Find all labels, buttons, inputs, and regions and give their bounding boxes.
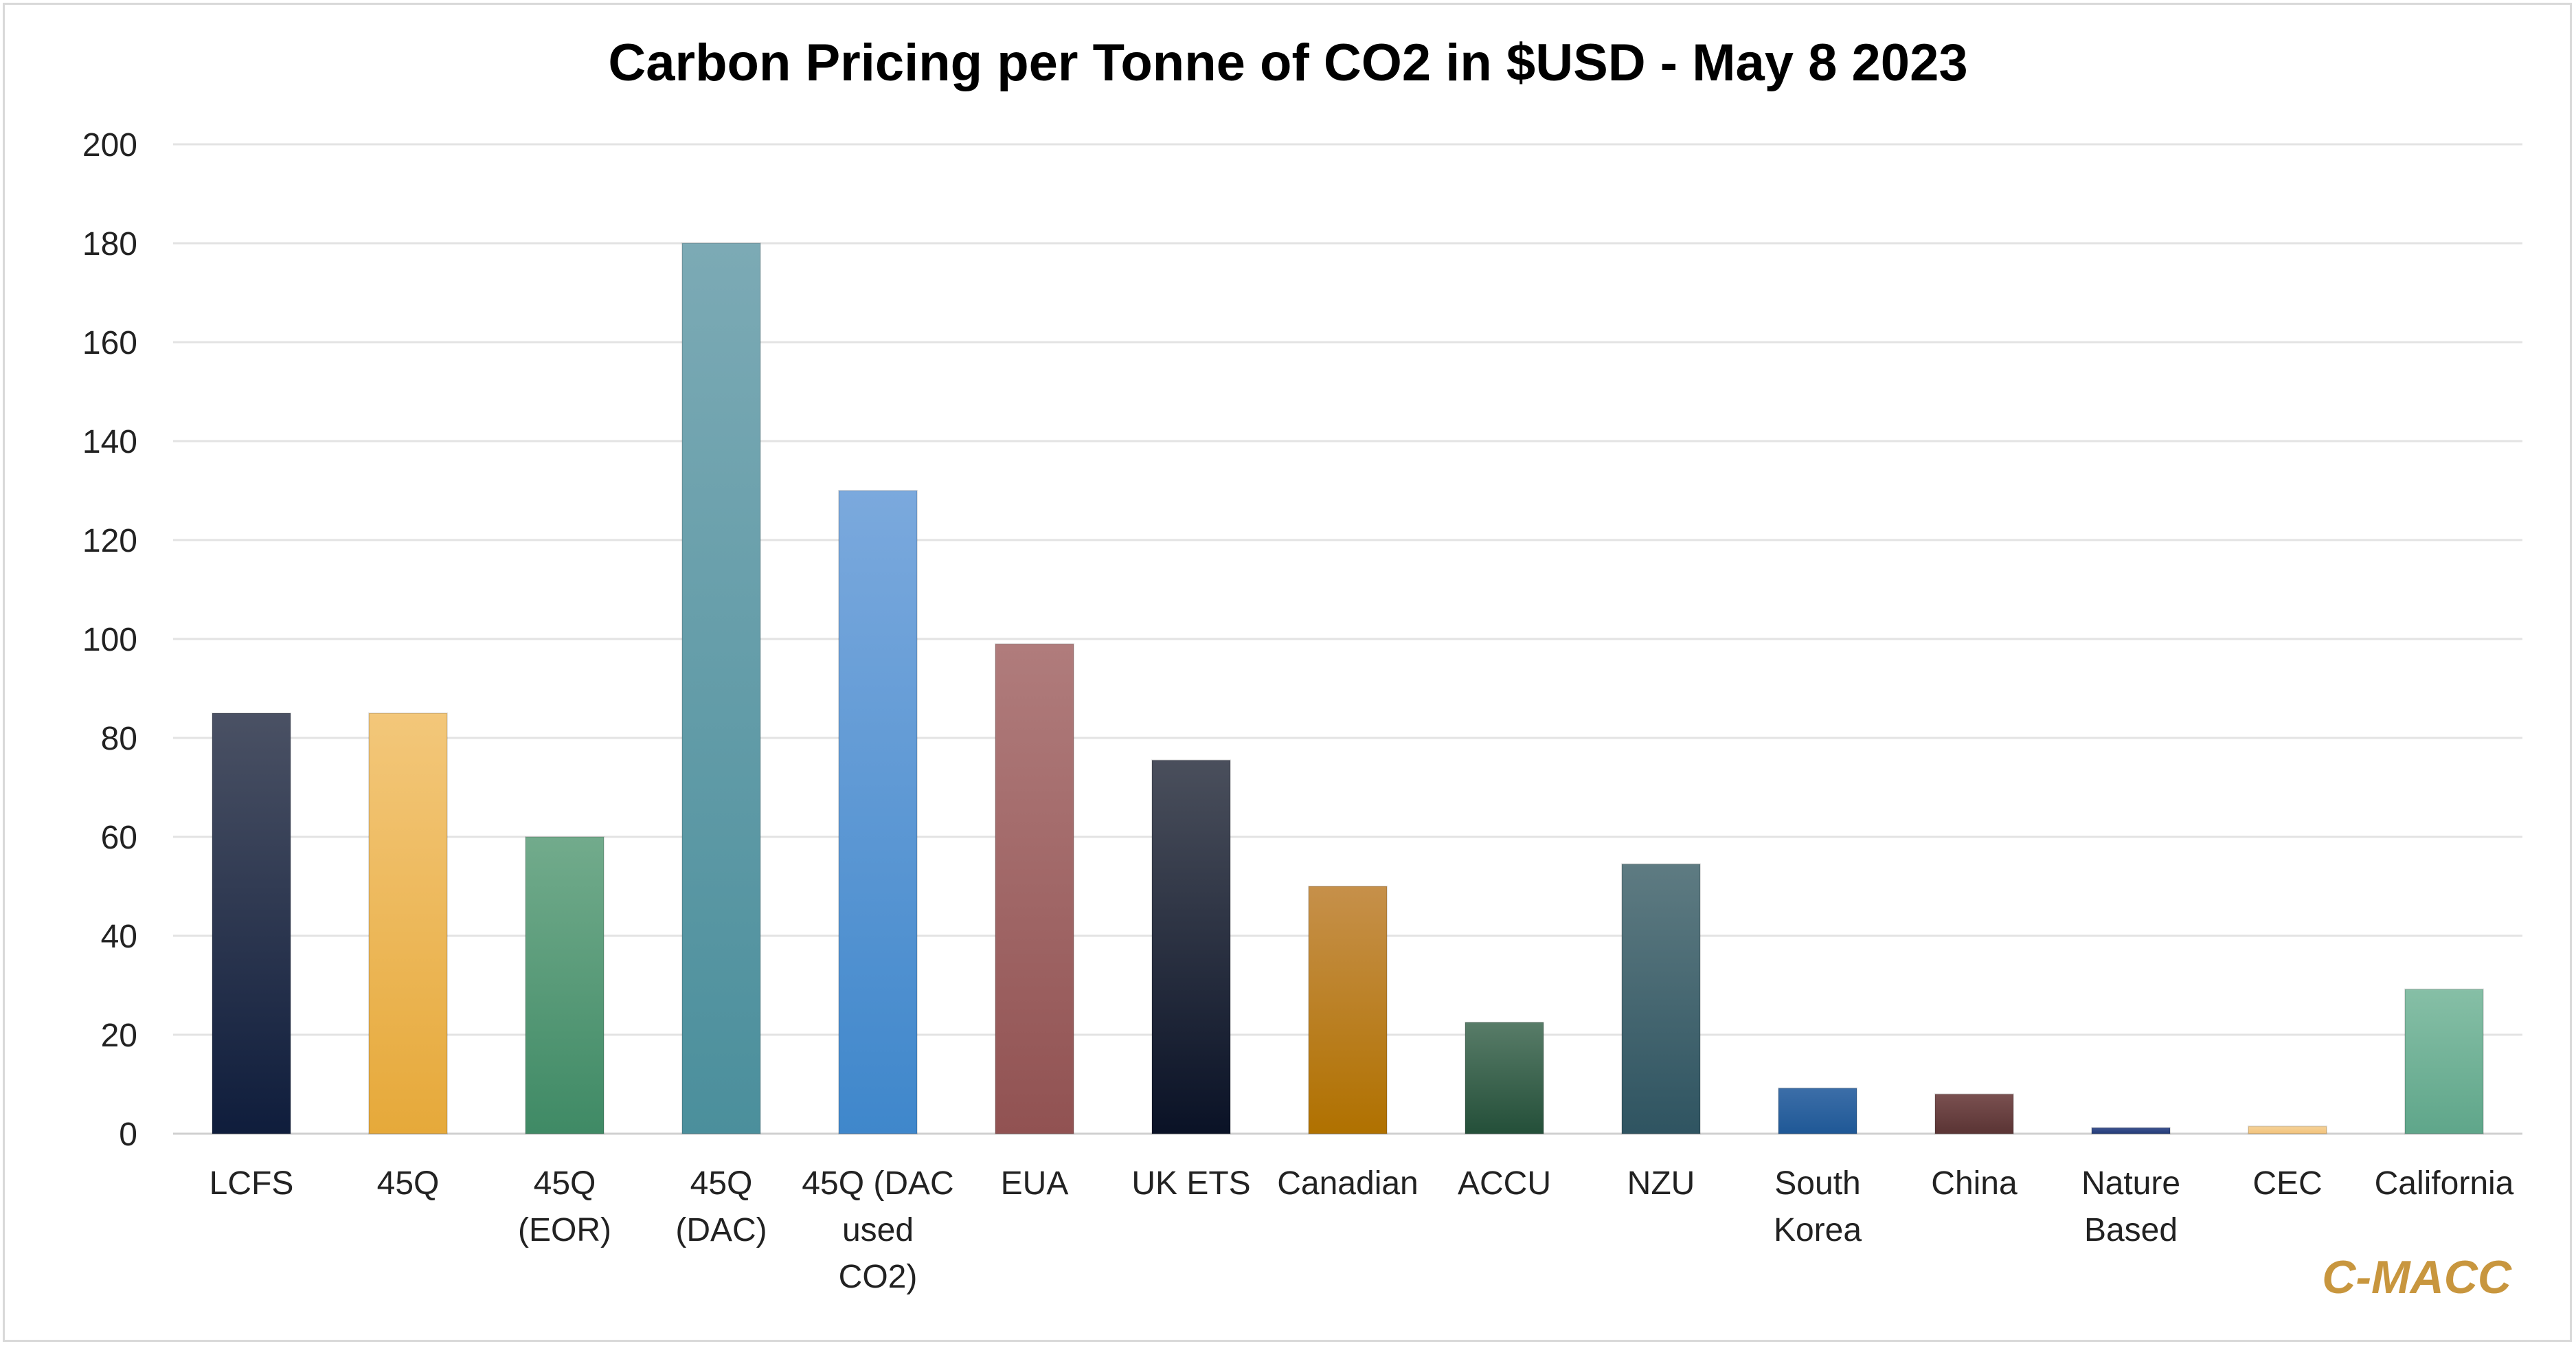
- chart-title: Carbon Pricing per Tonne of CO2 in $USD …: [608, 34, 1968, 92]
- bar: [838, 490, 918, 1134]
- y-tick-label: 200: [82, 127, 137, 164]
- bar: [995, 643, 1074, 1134]
- gridlines: [173, 143, 2522, 1135]
- bar: [2404, 988, 2484, 1135]
- bar: [1308, 886, 1388, 1134]
- c-macc-watermark: C-MACC: [2322, 1251, 2511, 1303]
- x-tick-label: (EOR): [518, 1212, 611, 1248]
- x-tick-label: Canadian: [1277, 1165, 1419, 1202]
- x-tick-label: CO2): [839, 1259, 918, 1295]
- y-tick-label: 20: [101, 1018, 137, 1054]
- x-tick-label: 45Q: [377, 1165, 440, 1202]
- y-tick-label: 180: [82, 226, 137, 262]
- bar: [212, 713, 291, 1134]
- x-tick-label: LCFS: [210, 1165, 294, 1202]
- x-tick-label: UK ETS: [1131, 1165, 1250, 1202]
- bar: [1465, 1022, 1544, 1134]
- x-tick-label: NZU: [1627, 1165, 1695, 1202]
- x-tick-label: South: [1774, 1165, 1860, 1202]
- bars: [212, 243, 2484, 1135]
- bar: [1778, 1087, 1857, 1135]
- bar: [1151, 759, 1231, 1134]
- y-tick-label: 120: [82, 523, 137, 559]
- x-tick-label: used: [842, 1212, 914, 1248]
- bar: [1934, 1093, 2014, 1135]
- y-tick-label: 140: [82, 424, 137, 460]
- x-tick-label: (DAC): [675, 1212, 767, 1248]
- x-axis-category-labels: LCFS 45Q 45Q (EOR) 45Q (DAC) 45Q (DAC used CO2) E…: [210, 1165, 2514, 1295]
- x-tick-label: Nature: [2081, 1165, 2180, 1202]
- x-tick-label: China: [1931, 1165, 2018, 1202]
- y-tick-label: 40: [101, 919, 137, 955]
- bar: [681, 243, 761, 1134]
- y-tick-label: 80: [101, 721, 137, 757]
- x-tick-label: ACCU: [1458, 1165, 1551, 1202]
- x-tick-label: EUA: [1001, 1165, 1069, 1202]
- bar: [368, 713, 448, 1134]
- bar: [1621, 863, 1701, 1134]
- y-tick-label: 0: [119, 1117, 137, 1153]
- x-tick-label: 45Q (DAC: [802, 1165, 953, 1202]
- x-tick-label: Based: [2084, 1212, 2178, 1248]
- y-tick-label: 60: [101, 820, 137, 856]
- x-tick-label: Korea: [1774, 1212, 1862, 1248]
- x-tick-label: CEC: [2252, 1165, 2322, 1202]
- bar: [2248, 1125, 2327, 1134]
- y-axis-tick-labels: 0 20 40 60 80 100 120 140 160 180 200: [82, 127, 137, 1153]
- bar: [2091, 1127, 2171, 1134]
- y-tick-label: 160: [82, 325, 137, 361]
- x-tick-label: 45Q: [690, 1165, 753, 1202]
- x-tick-label: 45Q: [534, 1165, 596, 1202]
- y-tick-label: 100: [82, 622, 137, 658]
- bar: [525, 836, 605, 1134]
- x-tick-label: California: [2375, 1165, 2514, 1202]
